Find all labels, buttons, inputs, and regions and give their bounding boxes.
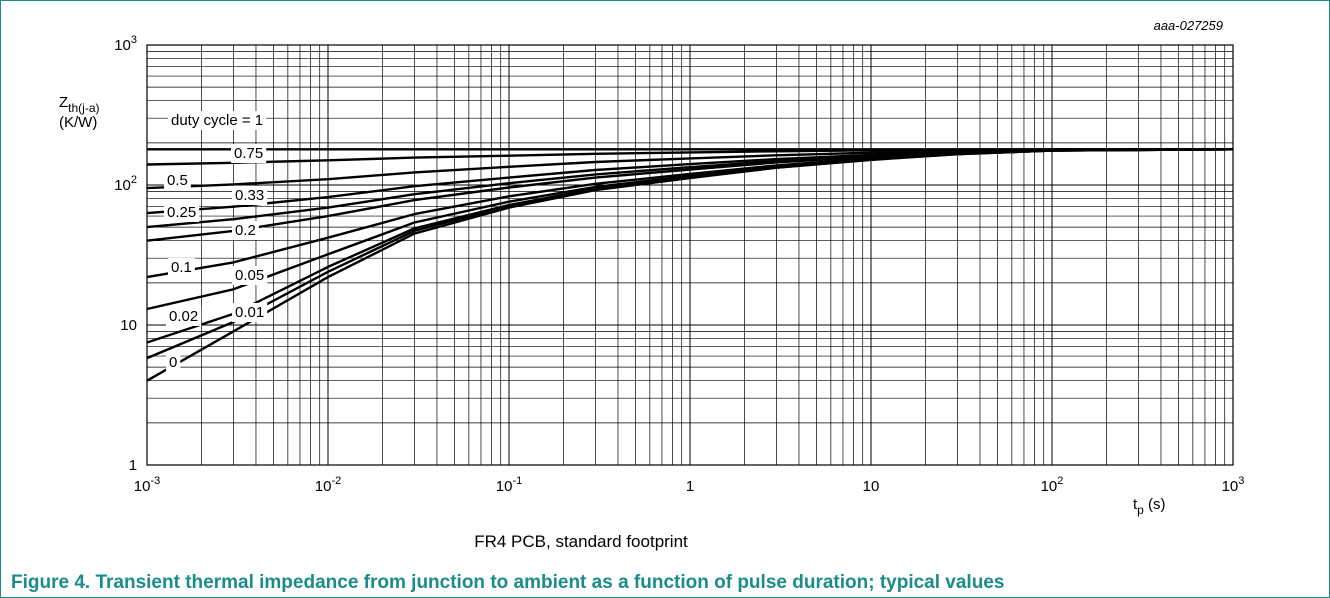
curve-label-9: 0.01: [235, 304, 264, 321]
y-tick-label: 10: [120, 317, 137, 334]
chart-subtitle: FR4 PCB, standard footprint: [474, 532, 688, 551]
y-tick-label: 103: [114, 34, 137, 54]
x-tick-label: 10: [863, 478, 880, 495]
curve-label-bg-10: [166, 353, 181, 372]
curve-label-bg-1: [231, 144, 267, 163]
curve-label-4: 0.25: [167, 204, 196, 221]
curve-label-10: 0: [169, 354, 177, 371]
curve-label-0: duty cycle = 1: [171, 112, 263, 129]
curve-label-bg-6: [168, 258, 195, 277]
curve-label-8: 0.02: [169, 308, 198, 325]
curve-label-6: 0.1: [171, 259, 192, 276]
y-axis-label-sub: th(j-a): [68, 101, 99, 115]
curve-label-7: 0.05: [235, 267, 264, 284]
curve-label-bg-8: [166, 307, 202, 326]
curve-labels: duty cycle = 1 0.75 0.5 0.33 0.25 0.2 0.1 0.05 0…: [164, 111, 268, 372]
tick-labels: 10-3 10-2 10-1 1 10 102 103 1 10 102 103: [114, 34, 1244, 495]
x-axis-unit: (s): [1144, 496, 1166, 513]
series-line-10: [146, 148, 1234, 382]
x-axis-label-sub: p: [1137, 503, 1144, 517]
x-tick-label: 102: [1041, 475, 1064, 495]
figure-code: aaa-027259: [1154, 18, 1223, 33]
curve-label-bg-3: [232, 186, 268, 205]
x-tick-label: 10-2: [315, 475, 341, 495]
curve-label-bg-2: [164, 171, 191, 190]
figure-caption: Figure 4. Transient thermal impedance fr…: [11, 572, 1005, 593]
curve-label-5: 0.2: [235, 222, 256, 239]
series-group: [146, 148, 1234, 382]
curve-label-bg-5: [232, 221, 259, 240]
y-tick-label: 102: [114, 174, 137, 194]
curve-label-3: 0.33: [235, 187, 264, 204]
x-tick-label: 10-3: [134, 475, 160, 495]
x-axis-label: tp (s): [1133, 496, 1166, 517]
y-axis-label-main: Z: [59, 94, 68, 111]
curve-label-2: 0.5: [167, 172, 188, 189]
curve-label-bg-9: [232, 303, 268, 322]
curve-label-bg-0: [168, 111, 267, 130]
curve-label-bg-7: [232, 266, 268, 285]
x-tick-label: 1: [686, 478, 694, 495]
y-axis-label: Zth(j-a): [59, 94, 100, 115]
x-tick-label: 10-1: [496, 475, 522, 495]
y-tick-label: 1: [129, 457, 137, 474]
grid: [146, 44, 1234, 466]
thermal-impedance-chart: duty cycle = 1 0.75 0.5 0.33 0.25 0.2 0.1 0.05 0…: [59, 18, 1244, 551]
curve-label-1: 0.75: [234, 145, 263, 162]
curve-label-bg-4: [164, 203, 200, 222]
x-axis-label-main: t: [1133, 496, 1138, 513]
x-tick-label: 103: [1222, 475, 1245, 495]
y-axis-unit: (K/W): [59, 114, 97, 131]
